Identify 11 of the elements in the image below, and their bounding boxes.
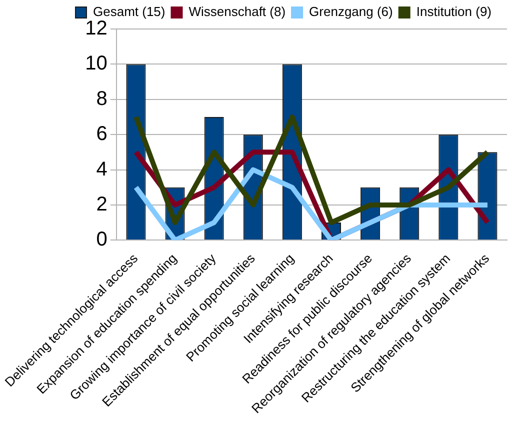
legend-label: Grenzgang (6) [309, 4, 393, 20]
legend-label: Institution (9) [416, 4, 492, 20]
y-tick-label: 10 [85, 52, 108, 75]
y-tick-label: 2 [96, 193, 108, 216]
legend-label: Gesamt (15) [92, 4, 166, 20]
y-tick-label: 12 [85, 18, 108, 40]
y-tick-label: 0 [96, 228, 108, 251]
y-tick-label: 4 [96, 158, 108, 180]
y-tick-label: 6 [96, 123, 108, 146]
legend-label: Wissenschaft (8) [188, 4, 286, 20]
y-tick-label: 8 [96, 88, 108, 110]
